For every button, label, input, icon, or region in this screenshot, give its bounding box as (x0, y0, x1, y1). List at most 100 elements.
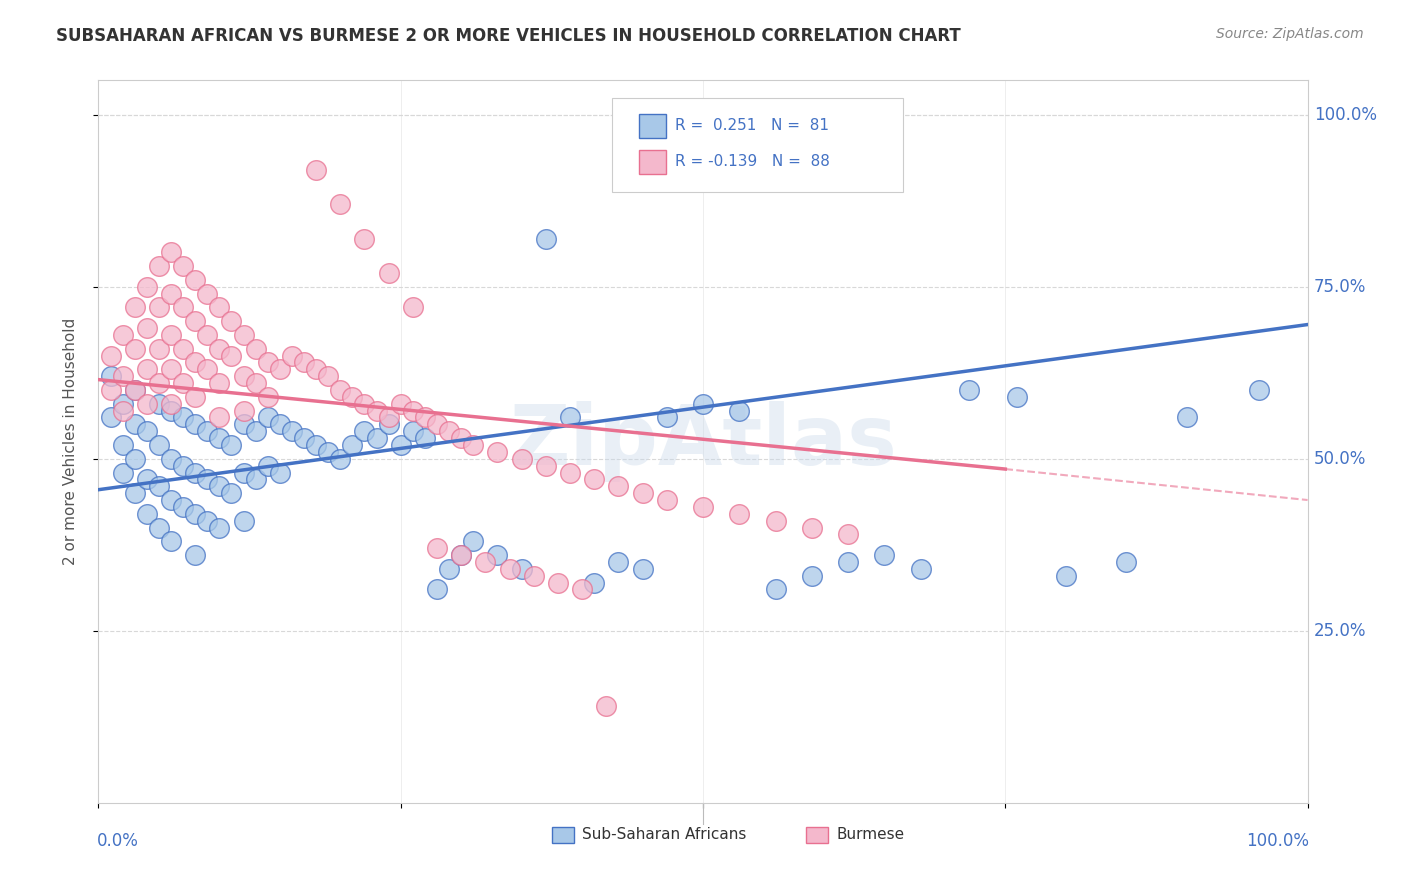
Point (547, 575, 569, 590)
Bar (638, 114, 665, 138)
Point (292, 355, 315, 369)
Point (692, 500, 714, 514)
Point (837, 527, 859, 541)
Text: 100.0%: 100.0% (1246, 831, 1309, 850)
Point (305, 438, 328, 452)
Point (631, 486, 654, 500)
Point (463, 534, 485, 549)
Point (1054, 568, 1077, 582)
Point (135, 397, 157, 411)
Point (910, 562, 932, 576)
Text: 75.0%: 75.0% (1313, 277, 1367, 296)
Point (269, 417, 291, 432)
Point (1249, 383, 1271, 397)
Point (195, 472, 218, 486)
Point (232, 327, 254, 342)
Point (1115, 555, 1137, 569)
Point (100, 349, 122, 363)
Point (353, 231, 375, 245)
Point (195, 286, 218, 301)
Bar (638, 151, 665, 174)
Point (450, 431, 472, 445)
Point (111, 397, 134, 411)
Point (124, 451, 146, 466)
Point (269, 362, 291, 376)
Point (124, 417, 146, 432)
Point (160, 493, 183, 508)
Point (160, 245, 183, 260)
Point (256, 458, 278, 473)
Point (510, 562, 533, 576)
Point (184, 507, 207, 521)
Point (305, 162, 328, 177)
Point (111, 466, 134, 480)
Point (184, 314, 207, 328)
Point (316, 445, 339, 459)
Point (160, 327, 183, 342)
Point (208, 410, 231, 425)
Point (160, 286, 183, 301)
Point (655, 410, 678, 425)
Point (366, 431, 388, 445)
Point (571, 582, 593, 597)
Point (124, 342, 146, 356)
Point (124, 383, 146, 397)
Point (269, 466, 291, 480)
Point (316, 369, 339, 384)
Point (450, 548, 472, 562)
Point (245, 472, 267, 486)
Point (232, 514, 254, 528)
Point (245, 342, 267, 356)
Point (256, 390, 278, 404)
Point (765, 582, 787, 597)
Point (160, 534, 183, 549)
Point (111, 438, 134, 452)
Point (329, 197, 352, 211)
Point (208, 520, 231, 534)
Point (195, 362, 218, 376)
Point (463, 438, 485, 452)
Point (607, 555, 630, 569)
Point (413, 410, 436, 425)
Point (221, 438, 243, 452)
Point (208, 376, 231, 390)
Point (486, 548, 509, 562)
Point (160, 403, 183, 417)
Point (100, 383, 122, 397)
Point (534, 231, 557, 245)
Point (595, 699, 617, 714)
Point (100, 369, 122, 384)
Point (148, 259, 170, 273)
Point (148, 397, 170, 411)
Point (583, 575, 606, 590)
Point (1007, 390, 1029, 404)
Text: 100.0%: 100.0% (1313, 105, 1376, 124)
Point (437, 424, 460, 438)
Point (195, 424, 218, 438)
Point (765, 514, 787, 528)
Point (342, 390, 364, 404)
Point (232, 403, 254, 417)
Point (160, 362, 183, 376)
Point (534, 458, 557, 473)
Point (498, 562, 520, 576)
Point (256, 355, 278, 369)
Point (172, 301, 194, 315)
Point (245, 376, 267, 390)
Point (353, 397, 375, 411)
Point (195, 327, 218, 342)
Point (474, 555, 496, 569)
Point (208, 301, 231, 315)
Point (124, 301, 146, 315)
Point (413, 431, 436, 445)
Point (135, 321, 157, 335)
Point (245, 424, 267, 438)
Point (305, 362, 328, 376)
Point (558, 466, 581, 480)
Point (389, 438, 412, 452)
Point (256, 410, 278, 425)
Point (342, 438, 364, 452)
Point (160, 397, 183, 411)
Point (111, 327, 134, 342)
Point (558, 410, 581, 425)
